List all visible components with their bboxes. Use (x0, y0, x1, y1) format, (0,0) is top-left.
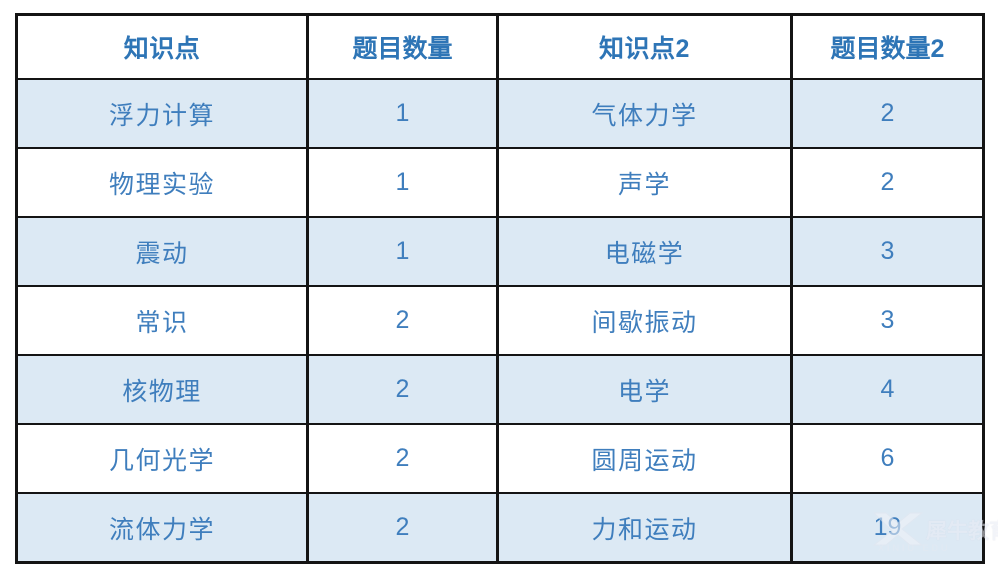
cell-knowledge-point-2: 声学 (496, 147, 793, 218)
cell-count-2: 3 (790, 285, 985, 356)
knowledge-point-table: 知识点 题目数量 知识点2 题目数量2 浮力计算 1 气体力学 2 物理实验 1… (15, 13, 985, 564)
cell-knowledge-point-2: 气体力学 (496, 78, 793, 149)
cell-knowledge-point-1: 常识 (15, 285, 309, 356)
column-header-count-2: 题目数量2 (790, 13, 985, 80)
cell-knowledge-point-2: 圆周运动 (496, 423, 793, 494)
cell-knowledge-point-2: 电磁学 (496, 216, 793, 287)
cell-count-1: 2 (306, 423, 499, 494)
cell-knowledge-point-1: 震动 (15, 216, 309, 287)
cell-count-2: 4 (790, 354, 985, 425)
cell-knowledge-point-1: 核物理 (15, 354, 309, 425)
column-header-knowledge-point-1: 知识点 (15, 13, 309, 80)
table-row: 震动 1 电磁学 3 (15, 216, 985, 287)
cell-knowledge-point-2: 间歇振动 (496, 285, 793, 356)
cell-knowledge-point-2: 电学 (496, 354, 793, 425)
cell-count-1: 1 (306, 147, 499, 218)
knowledge-point-table-wrapper: 知识点 题目数量 知识点2 题目数量2 浮力计算 1 气体力学 2 物理实验 1… (15, 13, 985, 564)
table-row: 浮力计算 1 气体力学 2 (15, 78, 985, 149)
table-header-row: 知识点 题目数量 知识点2 题目数量2 (15, 13, 985, 80)
cell-knowledge-point-1: 物理实验 (15, 147, 309, 218)
table-row: 物理实验 1 声学 2 (15, 147, 985, 218)
cell-knowledge-point-1: 浮力计算 (15, 78, 309, 149)
column-header-count-1: 题目数量 (306, 13, 499, 80)
cell-count-2: 6 (790, 423, 985, 494)
cell-knowledge-point-2: 力和运动 (496, 492, 793, 564)
column-header-knowledge-point-2: 知识点2 (496, 13, 793, 80)
cell-count-1: 2 (306, 354, 499, 425)
table-body: 浮力计算 1 气体力学 2 物理实验 1 声学 2 震动 1 电磁学 3 (15, 78, 985, 564)
table-row: 几何光学 2 圆周运动 6 (15, 423, 985, 494)
cell-count-2: 2 (790, 147, 985, 218)
cell-knowledge-point-1: 几何光学 (15, 423, 309, 494)
cell-count-2: 19 (790, 492, 985, 564)
cell-count-1: 2 (306, 492, 499, 564)
table-row: 核物理 2 电学 4 (15, 354, 985, 425)
cell-count-1: 2 (306, 285, 499, 356)
cell-count-1: 1 (306, 216, 499, 287)
cell-count-1: 1 (306, 78, 499, 149)
table-row: 流体力学 2 力和运动 19 (15, 492, 985, 564)
cell-count-2: 3 (790, 216, 985, 287)
table-row: 常识 2 间歇振动 3 (15, 285, 985, 356)
cell-knowledge-point-1: 流体力学 (15, 492, 309, 564)
cell-count-2: 2 (790, 78, 985, 149)
